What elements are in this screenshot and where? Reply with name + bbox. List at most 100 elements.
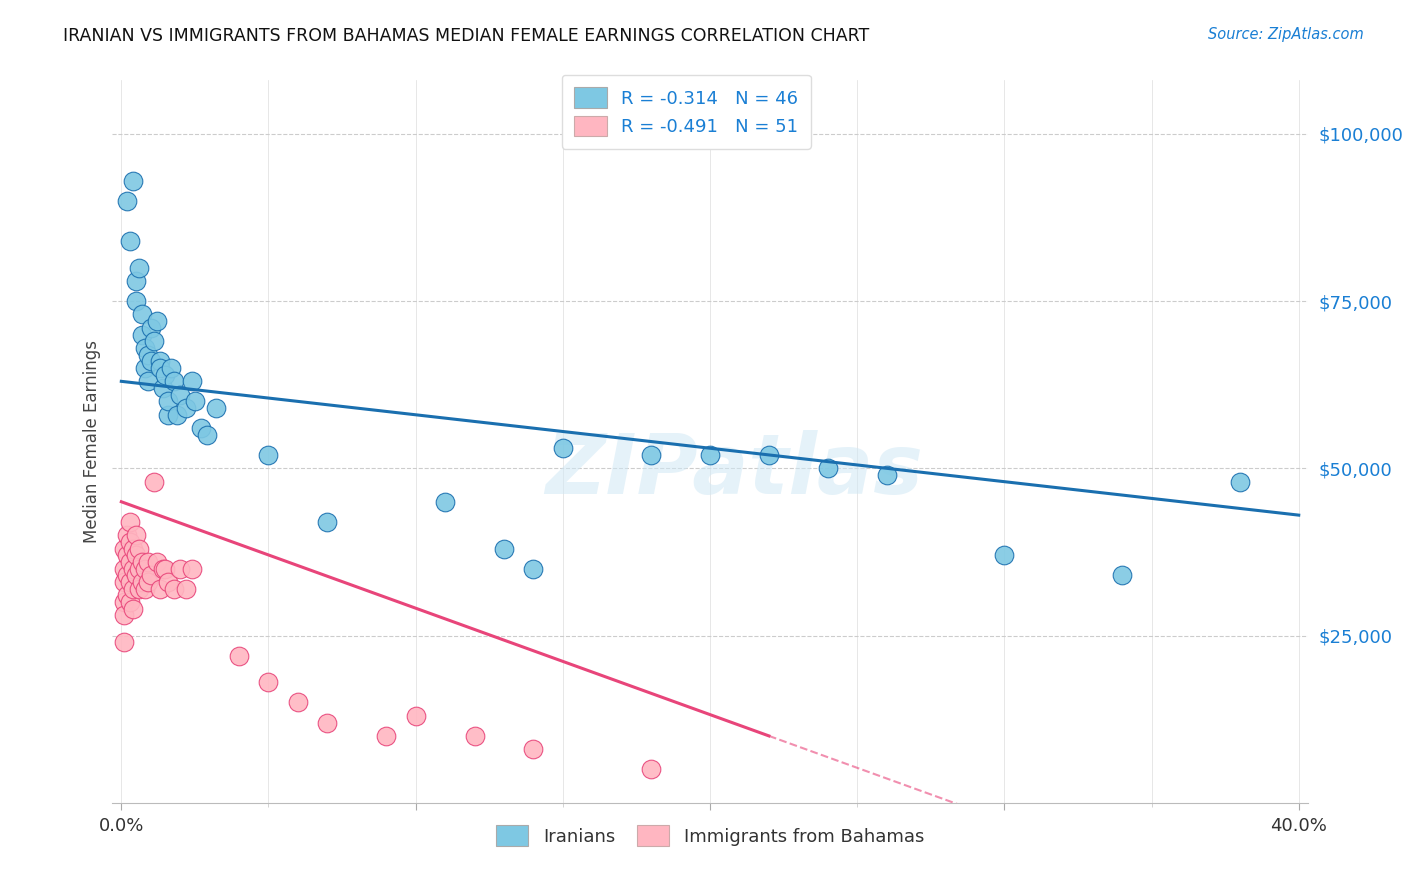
Point [876, 467, 898, 482]
Y-axis label: Median Female Earnings: Median Female Earnings [83, 340, 101, 543]
Point [522, 742, 544, 756]
Point [122, 541, 145, 556]
Point [112, 575, 135, 590]
Point [136, 555, 159, 569]
Point [142, 475, 165, 489]
Point [257, 675, 280, 690]
Point [125, 293, 148, 308]
Point [112, 595, 135, 609]
Point [131, 307, 153, 321]
Point [316, 715, 339, 730]
Point [551, 441, 574, 455]
Point [152, 381, 174, 395]
Point [758, 448, 780, 462]
Point [257, 448, 280, 462]
Point [155, 562, 177, 576]
Point [125, 274, 148, 288]
Point [125, 528, 148, 542]
Point [134, 361, 156, 376]
Point [166, 408, 188, 422]
Point [228, 648, 250, 663]
Point [817, 461, 839, 475]
Point [122, 582, 145, 596]
Point [134, 341, 156, 355]
Point [155, 368, 177, 382]
Point [640, 448, 662, 462]
Point [434, 494, 457, 508]
Point [122, 562, 145, 576]
Point [160, 361, 183, 376]
Point [128, 260, 150, 275]
Point [640, 762, 662, 776]
Point [169, 387, 191, 401]
Point [492, 541, 515, 556]
Point [157, 408, 180, 422]
Point [112, 608, 135, 623]
Point [125, 548, 148, 563]
Text: Source: ZipAtlas.com: Source: ZipAtlas.com [1208, 27, 1364, 42]
Point [464, 729, 486, 743]
Point [163, 582, 186, 596]
Text: IRANIAN VS IMMIGRANTS FROM BAHAMAS MEDIAN FEMALE EARNINGS CORRELATION CHART: IRANIAN VS IMMIGRANTS FROM BAHAMAS MEDIA… [63, 27, 869, 45]
Point [148, 361, 170, 376]
Point [115, 589, 138, 603]
Point [134, 562, 156, 576]
Point [131, 327, 153, 342]
Point [157, 394, 180, 409]
Point [136, 348, 159, 362]
Point [112, 562, 135, 576]
Point [112, 541, 135, 556]
Point [139, 354, 162, 368]
Point [128, 562, 150, 576]
Point [184, 394, 207, 409]
Point [157, 575, 180, 590]
Point [131, 555, 153, 569]
Point [125, 568, 148, 582]
Point [375, 729, 398, 743]
Point [139, 568, 162, 582]
Point [148, 354, 170, 368]
Point [120, 575, 142, 590]
Point [120, 595, 142, 609]
Point [120, 534, 142, 549]
Point [136, 575, 159, 590]
Point [139, 320, 162, 334]
Point [145, 555, 167, 569]
Point [287, 696, 309, 710]
Point [142, 334, 165, 348]
Point [128, 541, 150, 556]
Point [115, 568, 138, 582]
Point [128, 582, 150, 596]
Legend: Iranians, Immigrants from Bahamas: Iranians, Immigrants from Bahamas [484, 813, 936, 859]
Text: ZIPatlas: ZIPatlas [546, 430, 922, 511]
Point [145, 314, 167, 328]
Point [993, 548, 1015, 563]
Point [122, 173, 145, 188]
Point [120, 234, 142, 248]
Point [699, 448, 721, 462]
Point [112, 635, 135, 649]
Point [174, 401, 197, 416]
Point [115, 194, 138, 208]
Point [115, 528, 138, 542]
Point [115, 548, 138, 563]
Point [1111, 568, 1133, 582]
Point [169, 562, 191, 576]
Point [163, 375, 186, 389]
Point [522, 562, 544, 576]
Point [174, 582, 197, 596]
Point [120, 515, 142, 529]
Point [181, 375, 204, 389]
Point [134, 582, 156, 596]
Point [316, 515, 339, 529]
Point [195, 427, 218, 442]
Point [152, 562, 174, 576]
Point [120, 555, 142, 569]
Point [131, 575, 153, 590]
Point [204, 401, 226, 416]
Point [122, 602, 145, 616]
Point [136, 375, 159, 389]
Point [405, 708, 427, 723]
Point [181, 562, 204, 576]
Point [1229, 475, 1251, 489]
